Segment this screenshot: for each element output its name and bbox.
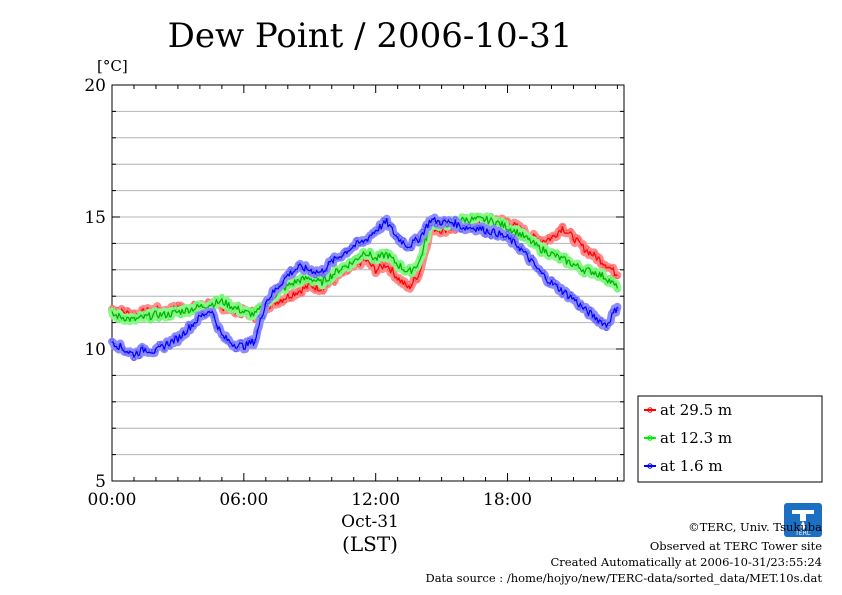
y-axis-unit: [°C] xyxy=(97,57,128,75)
data-point xyxy=(115,318,120,323)
data-point xyxy=(368,234,373,239)
data-point xyxy=(167,345,172,350)
data-point xyxy=(445,222,450,227)
data-point xyxy=(615,288,620,293)
x-tick-labels: 00:00 06:00 12:00 18:00 xyxy=(88,490,533,510)
legend-box xyxy=(637,395,823,483)
series-2 xyxy=(108,212,622,326)
data-point xyxy=(615,275,620,280)
data-point xyxy=(555,249,560,254)
terc-logo: TERC xyxy=(784,503,822,537)
data-point xyxy=(321,290,326,295)
y-tick-labels: 5 10 15 20 xyxy=(84,76,106,492)
data-point xyxy=(148,348,153,353)
data-point xyxy=(510,234,515,239)
data-point xyxy=(307,271,312,276)
data-point xyxy=(530,254,535,259)
x-tick-label: 18:00 xyxy=(483,490,532,510)
data-point xyxy=(219,293,224,298)
data-point xyxy=(326,281,331,286)
data-point xyxy=(563,252,568,257)
data-point xyxy=(508,224,513,229)
legend-marker xyxy=(647,463,653,469)
data-point xyxy=(398,235,403,240)
data-point xyxy=(365,238,370,243)
logo-text: TERC xyxy=(794,530,811,537)
data-point xyxy=(200,304,205,309)
legend: at 29.5 m at 12.3 m at 1.6 m xyxy=(637,395,823,483)
data-point xyxy=(145,315,150,320)
series-line xyxy=(111,216,618,358)
y-tick-label: 10 xyxy=(84,340,106,360)
data-point xyxy=(489,235,494,240)
chart-title: Dew Point / 2006-10-31 xyxy=(168,16,573,56)
data-point xyxy=(538,236,543,241)
data-point xyxy=(236,301,241,306)
data-point xyxy=(409,247,414,252)
y-tick-label: 20 xyxy=(84,76,106,96)
data-point xyxy=(110,306,115,311)
data-point xyxy=(288,266,293,271)
data-point xyxy=(392,235,397,240)
data-point xyxy=(313,274,318,279)
x-tick-label: 00:00 xyxy=(88,490,137,510)
data-point xyxy=(406,280,411,285)
data-point xyxy=(555,233,560,238)
x-tick-label: 06:00 xyxy=(219,490,268,510)
x-tick-label: 12:00 xyxy=(351,490,400,510)
data-point xyxy=(489,212,494,217)
plot-frame xyxy=(111,84,625,482)
legend-label: at 29.5 m xyxy=(660,401,732,419)
data-point xyxy=(469,212,474,217)
series-3 xyxy=(108,213,622,362)
footer-source: Data source : /home/hojyo/new/TERC-data/… xyxy=(425,571,822,585)
data-point xyxy=(502,218,507,223)
data-point xyxy=(497,217,502,222)
data-point xyxy=(173,306,178,311)
data-point xyxy=(585,245,590,250)
data-point xyxy=(332,281,337,286)
footer-copyright: ©TERC, Univ. Tsukuba xyxy=(688,520,822,534)
legend-marker xyxy=(647,435,653,441)
series-group xyxy=(108,212,622,362)
data-point xyxy=(577,264,582,269)
legend-label: at 12.3 m xyxy=(660,429,732,447)
legend-marker xyxy=(647,407,653,413)
data-point xyxy=(538,252,543,257)
series-line xyxy=(111,215,618,322)
data-point xyxy=(126,307,131,312)
data-point xyxy=(442,217,447,222)
axis-ticks xyxy=(111,84,624,482)
tower-icon xyxy=(792,510,814,521)
x-axis-label: (LST) xyxy=(342,532,398,556)
y-tick-label: 15 xyxy=(84,208,106,228)
date-label: Oct-31 xyxy=(341,512,399,532)
data-point xyxy=(310,282,315,287)
y-tick-label: 5 xyxy=(95,472,106,492)
data-point xyxy=(519,243,524,248)
footer-site: Observed at TERC Tower site xyxy=(650,539,822,553)
footer-created: Created Automatically at 2006-10-31/23:5… xyxy=(551,555,823,569)
data-point xyxy=(280,299,285,304)
data-point xyxy=(321,273,326,278)
data-point xyxy=(552,278,557,283)
legend-label: at 1.6 m xyxy=(660,457,723,475)
droplet-icon xyxy=(800,521,806,530)
data-point xyxy=(365,251,370,256)
data-point xyxy=(175,301,180,306)
data-point xyxy=(222,336,227,341)
